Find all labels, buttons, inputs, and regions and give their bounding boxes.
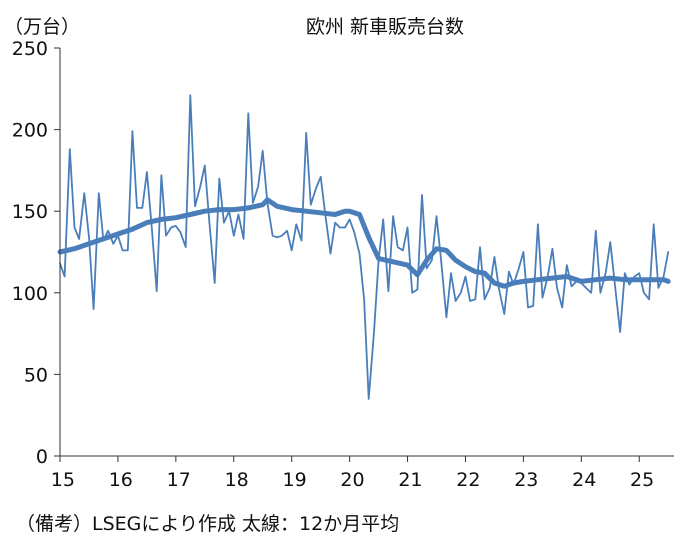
source-note: （備考）LSEGにより作成 太線：12か月平均 bbox=[16, 513, 399, 535]
x-axis-ticks: 15 16 17 18 19 20 21 22 23 24 25 bbox=[51, 456, 654, 491]
y-tick-label: 0 bbox=[36, 446, 48, 468]
x-tick-label: 25 bbox=[630, 469, 654, 491]
x-tick-label: 16 bbox=[109, 469, 133, 491]
x-tick-label: 18 bbox=[225, 469, 249, 491]
x-tick-label: 23 bbox=[514, 469, 538, 491]
x-tick-label: 24 bbox=[572, 469, 596, 491]
series-layer bbox=[57, 94, 671, 400]
series-line-moving-average bbox=[57, 197, 671, 289]
y-tick-label: 150 bbox=[12, 201, 48, 223]
chart-title: 欧州 新車販売台数 bbox=[306, 16, 464, 38]
y-tick-label: 250 bbox=[12, 38, 48, 60]
x-tick-label: 22 bbox=[456, 469, 480, 491]
x-tick-label: 15 bbox=[51, 469, 75, 491]
x-tick-label: 20 bbox=[340, 469, 364, 491]
x-tick-label: 21 bbox=[398, 469, 422, 491]
y-tick-label: 100 bbox=[12, 283, 48, 305]
x-tick-label: 17 bbox=[167, 469, 191, 491]
y-tick-label: 50 bbox=[24, 364, 48, 386]
y-axis-unit-label: （万台） bbox=[4, 16, 80, 38]
y-tick-label: 200 bbox=[12, 120, 48, 142]
y-axis-ticks: 0 50 100 150 200 250 bbox=[12, 38, 60, 468]
x-tick-label: 19 bbox=[283, 469, 307, 491]
series-line-monthly bbox=[59, 94, 670, 400]
